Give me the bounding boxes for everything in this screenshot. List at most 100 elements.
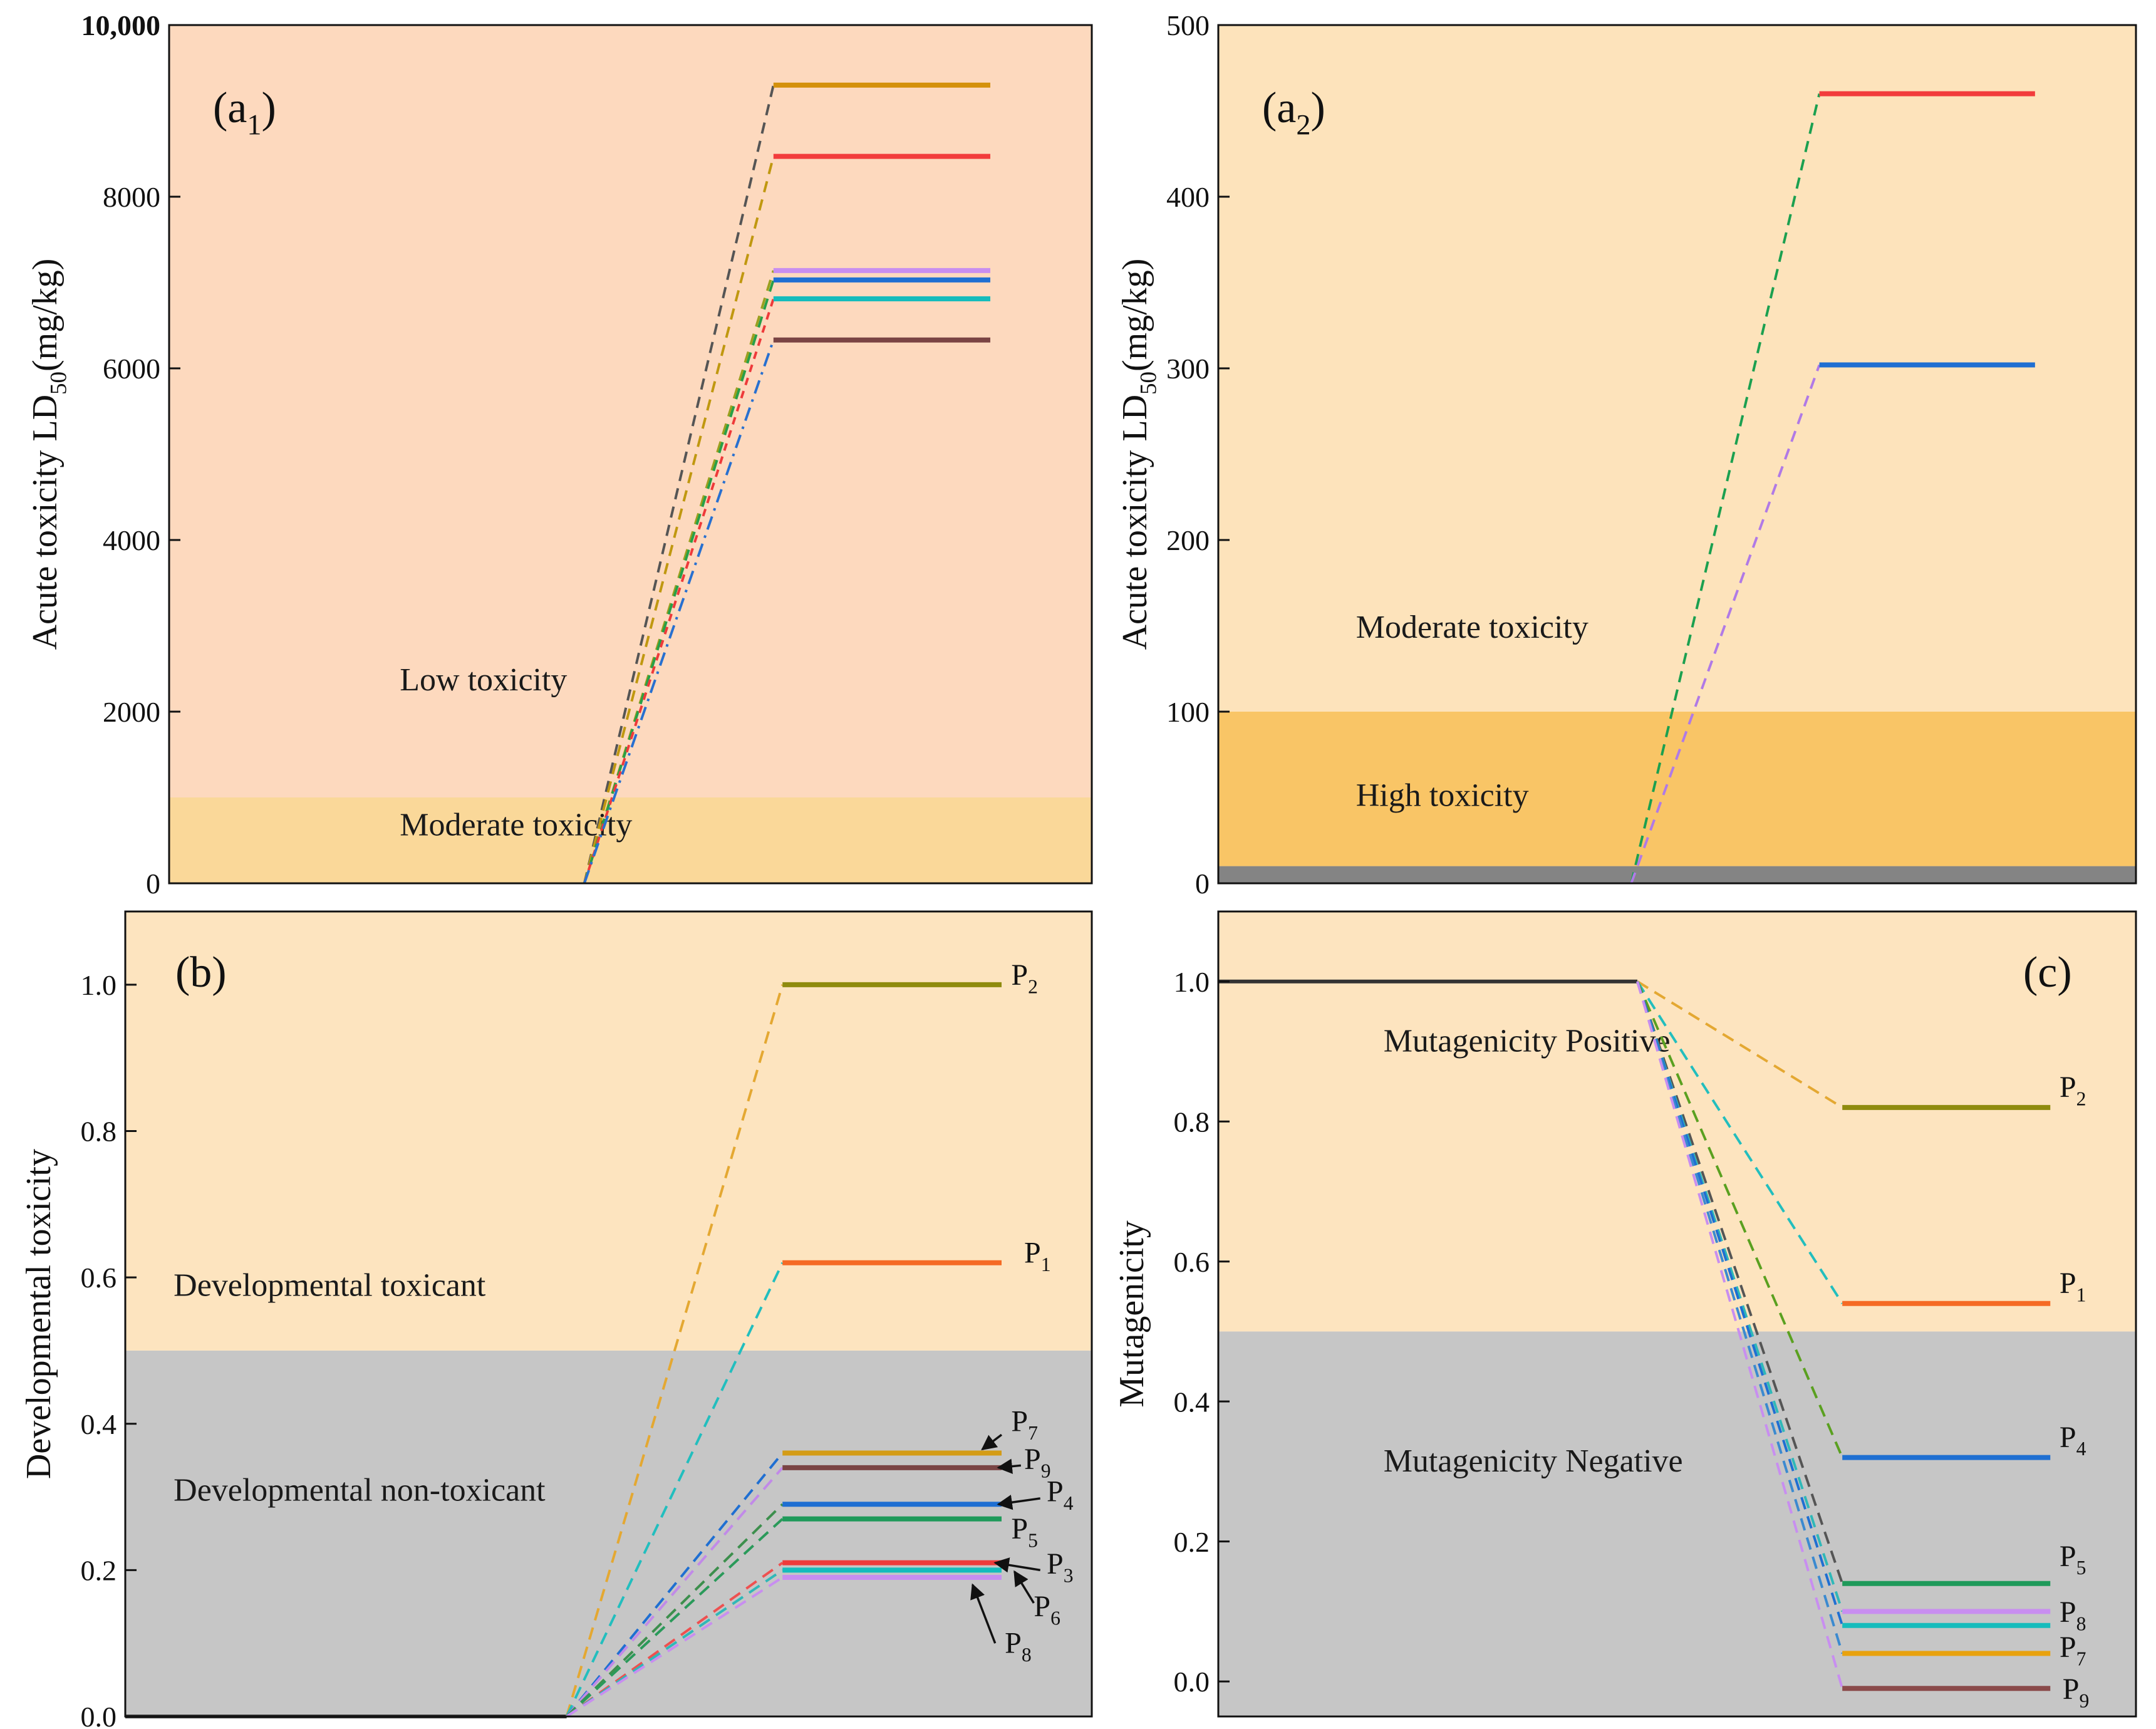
y-tick-label: 0.2: [1174, 1526, 1210, 1558]
band-label: Mutagenicity Positive: [1384, 1023, 1671, 1059]
y-tick-label: 1.0: [81, 969, 117, 1001]
panel-a2-acute-toxicity: High toxicity Moderate toxicity 0 100 200 300…: [1116, 9, 2137, 900]
point-label-P9: P9: [2063, 1673, 2090, 1711]
band-low-toxicity: [169, 25, 1092, 797]
panel-c-mutagenicity: Mutagenicity Negative Mutagenicity Positi…: [1112, 910, 2137, 1718]
series-connector: [1630, 93, 1821, 884]
band-label: Low toxicity: [400, 662, 567, 698]
y-axis-label: Developmental toxicity: [19, 1149, 58, 1479]
point-label-P7: P7: [2060, 1631, 2086, 1669]
y-tick-label: 0.0: [81, 1701, 117, 1729]
series-connector: [566, 1518, 784, 1718]
pointer-arrow: [981, 1433, 1003, 1451]
series-connector: [1636, 980, 1843, 1304]
series-connector: [1630, 364, 1821, 884]
band-label: High toxicity: [1356, 778, 1529, 814]
pointer-arrow: [970, 1583, 997, 1644]
y-tick-label: 0.4: [81, 1408, 117, 1440]
y-tick-label: 200: [1166, 524, 1210, 556]
band-mutagenicity-negative: [1218, 1331, 2136, 1716]
y-tick-label: 1.0: [1174, 966, 1210, 998]
band-label: Moderate toxicity: [1356, 610, 1588, 645]
band-high-toxicity: [1218, 712, 2136, 866]
plot-frame: [124, 910, 1093, 1718]
series-connector: [566, 1503, 784, 1718]
y-tick-label: 100: [1166, 696, 1210, 728]
pointer-arrow: [997, 1495, 1040, 1510]
plot-frame: [1217, 24, 2137, 885]
series-connector: [1636, 981, 1844, 1626]
point-label-P4: P4: [1047, 1475, 1074, 1514]
y-tick-label: 4000: [103, 524, 160, 556]
y-tick-label: 0.2: [81, 1554, 117, 1586]
pointer-arrow: [997, 1458, 1022, 1474]
series-connector: [566, 1576, 784, 1718]
pointer-arrow: [1013, 1570, 1035, 1604]
panel-label: (a1): [213, 84, 276, 141]
series-connector: [1636, 981, 1844, 1584]
series-connector: [1636, 981, 1844, 1654]
point-label-P2: P2: [2060, 1071, 2086, 1109]
band-label: Mutagenicity Negative: [1384, 1443, 1683, 1479]
point-label-P2: P2: [1011, 958, 1038, 997]
band-label: Developmental toxicant: [174, 1267, 486, 1303]
series-connector: [583, 85, 775, 884]
series-connector: [583, 270, 775, 884]
y-tick-label: 300: [1166, 353, 1210, 385]
y-tick-label: 0.8: [1174, 1106, 1210, 1138]
point-label-P3: P3: [1047, 1547, 1074, 1586]
panel-b-developmental-toxicity: Developmental non-toxicant Developmental …: [19, 910, 1093, 1729]
point-label-P5: P5: [2060, 1540, 2086, 1579]
series-connector: [565, 984, 784, 1717]
band-developmental-non-toxicant: [125, 1350, 1092, 1716]
series-connector: [1636, 980, 1843, 1109]
band-lowest-0: [1218, 866, 2136, 883]
plot-frame: [1217, 910, 2137, 1718]
point-label-P8: P8: [1005, 1626, 1032, 1665]
pointer-arrow: [993, 1557, 1040, 1573]
series-connector: [583, 340, 775, 884]
series-connector: [565, 1262, 784, 1717]
point-label-P6: P6: [1034, 1590, 1060, 1629]
y-axis-label: Mutagenicity: [1112, 1220, 1151, 1408]
point-label-P4: P4: [2060, 1421, 2086, 1460]
y-tick-label: 0.8: [81, 1116, 117, 1148]
y-tick-label: 0: [146, 868, 160, 900]
band-moderate-toxicity: [169, 797, 1092, 883]
y-axis-label: Acute toxicity LD50(mg/kg): [26, 259, 71, 650]
series-connector: [583, 279, 775, 884]
panel-label: (b): [175, 948, 227, 997]
y-tick-label: 0: [1195, 868, 1210, 900]
series-connector: [1636, 980, 1844, 1458]
panel-label: (a2): [1262, 84, 1325, 141]
band-label: Moderate toxicity: [400, 807, 632, 843]
y-tick-label: 400: [1166, 181, 1210, 213]
point-label-P1: P1: [1024, 1237, 1051, 1275]
y-tick-label: 0.6: [1174, 1246, 1210, 1278]
point-label-P8: P8: [2060, 1596, 2086, 1634]
series-connector: [583, 156, 775, 884]
y-tick-label: 0.0: [1174, 1666, 1210, 1698]
series-connector: [1636, 981, 1844, 1689]
series-connector: [566, 1467, 784, 1718]
series-connector: [566, 1452, 784, 1718]
y-axis-label: Acute toxicity LD50(mg/kg): [1116, 259, 1161, 650]
y-tick-label: 8000: [103, 181, 160, 213]
series-connector: [583, 298, 775, 884]
panel-a1-acute-toxicity: Moderate toxicity Low toxicity 0 2000 4000 60…: [26, 9, 1093, 900]
y-tick-label: 10,000: [81, 9, 161, 41]
y-tick-label: 0.6: [81, 1262, 117, 1294]
y-tick-label: 2000: [103, 696, 160, 728]
panel-label: (c): [2023, 948, 2072, 997]
point-label-P1: P1: [2060, 1267, 2086, 1306]
point-label-P9: P9: [1024, 1443, 1051, 1482]
band-moderate-toxicity: [1218, 25, 2136, 712]
y-tick-label: 500: [1166, 9, 1210, 41]
point-label-P7: P7: [1011, 1404, 1038, 1443]
y-tick-label: 6000: [103, 353, 160, 385]
band-label: Developmental non-toxicant: [174, 1472, 546, 1508]
plot-frame: [168, 24, 1093, 885]
point-label-P5: P5: [1011, 1512, 1038, 1551]
y-tick-label: 0.4: [1174, 1386, 1210, 1418]
